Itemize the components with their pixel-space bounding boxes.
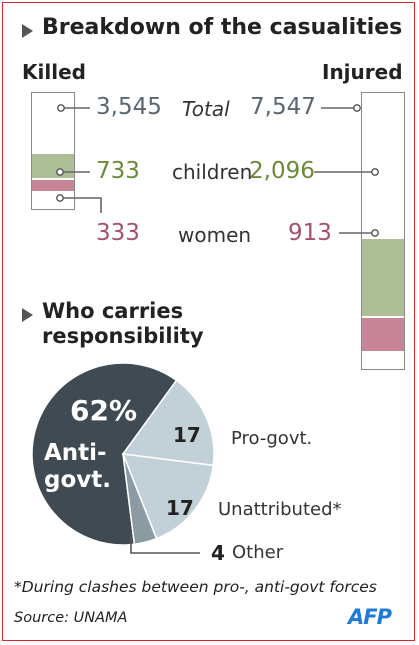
total-label: Total bbox=[182, 97, 230, 121]
unattributed-value: 17 bbox=[166, 496, 194, 520]
women-injured-value: 913 bbox=[288, 220, 332, 246]
pro-govt-label: Pro-govt. bbox=[231, 428, 313, 449]
pie-percent-label: 62% bbox=[70, 394, 137, 427]
pie-slice-pro-govt bbox=[121, 379, 215, 467]
killed-label: Killed bbox=[22, 60, 86, 84]
responsibility-triangle-icon bbox=[22, 308, 33, 322]
women-killed-connector bbox=[60, 197, 102, 213]
casualties-heading: Breakdown of the casualities bbox=[42, 15, 403, 40]
children-injured-dot bbox=[371, 168, 379, 176]
injured-label: Injured bbox=[322, 60, 403, 84]
other-label: Other bbox=[232, 542, 284, 563]
afp-logo: AFP bbox=[348, 605, 392, 629]
other-value: 4 bbox=[211, 541, 225, 565]
pie-anti-label-line2: govt. bbox=[44, 467, 111, 493]
pie-anti-label-line1: Anti- bbox=[44, 440, 107, 466]
unattributed-label: Unattributed* bbox=[218, 499, 342, 520]
other-connector bbox=[130, 536, 200, 554]
children-killed-dot bbox=[56, 168, 64, 176]
women-injured-dot bbox=[371, 229, 379, 237]
children-injured-value: 2,096 bbox=[249, 158, 315, 184]
injured-women-segment bbox=[362, 317, 404, 352]
pie-slice-other bbox=[122, 453, 158, 546]
children-label: children bbox=[172, 160, 253, 184]
total-killed-dot bbox=[57, 104, 65, 112]
heading-triangle-icon bbox=[22, 24, 33, 38]
pie-slice-unattributed bbox=[121, 453, 215, 540]
total-injured-dot bbox=[353, 104, 361, 112]
women-killed-dot bbox=[56, 194, 64, 202]
pro-govt-value: 17 bbox=[173, 423, 201, 447]
injured-children-segment bbox=[362, 239, 404, 316]
injured-total-bar bbox=[361, 92, 405, 370]
total-killed-value: 3,545 bbox=[96, 94, 162, 120]
killed-women-segment bbox=[32, 180, 74, 192]
red-border-frame bbox=[2, 2, 415, 641]
total-injured-value: 7,547 bbox=[250, 94, 316, 120]
children-killed-value: 733 bbox=[96, 158, 140, 184]
footnote: *During clashes between pro-, anti-govt … bbox=[14, 578, 377, 596]
responsibility-heading: Who carries responsibility bbox=[42, 299, 204, 348]
pie-slice-anti-govt bbox=[31, 362, 178, 546]
women-killed-value: 333 bbox=[96, 220, 140, 246]
women-label: women bbox=[178, 223, 252, 247]
source-text: Source: UNAMA bbox=[14, 610, 128, 626]
